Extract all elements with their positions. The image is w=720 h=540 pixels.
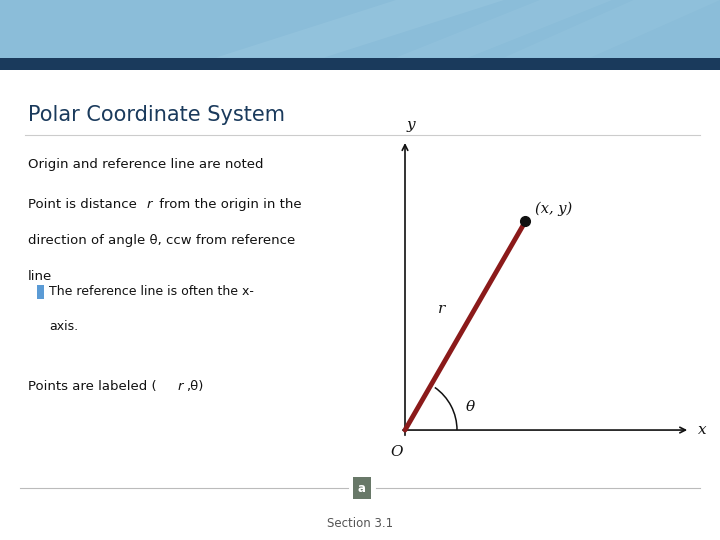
Text: axis.: axis. bbox=[49, 320, 78, 333]
Text: Section 3.1: Section 3.1 bbox=[327, 517, 393, 530]
Text: Point is distance: Point is distance bbox=[28, 198, 141, 211]
Bar bbox=[0, 58, 720, 70]
Text: a: a bbox=[358, 482, 366, 495]
Text: Points are labeled (: Points are labeled ( bbox=[28, 380, 157, 393]
Polygon shape bbox=[504, 0, 720, 58]
Text: ,θ): ,θ) bbox=[186, 380, 203, 393]
Text: line: line bbox=[28, 270, 53, 283]
Text: O: O bbox=[391, 445, 403, 459]
Bar bbox=[37, 285, 44, 299]
Text: r: r bbox=[438, 302, 446, 316]
Text: y: y bbox=[407, 118, 415, 132]
Bar bbox=[0, 0, 720, 58]
Text: r: r bbox=[146, 198, 152, 211]
Polygon shape bbox=[396, 0, 612, 58]
Text: Polar Coordinate System: Polar Coordinate System bbox=[28, 105, 285, 125]
Polygon shape bbox=[216, 0, 504, 58]
Text: θ: θ bbox=[465, 400, 474, 414]
Text: from the origin in the: from the origin in the bbox=[155, 198, 302, 211]
Text: x: x bbox=[698, 423, 706, 437]
Text: r: r bbox=[178, 380, 184, 393]
Text: (x, y): (x, y) bbox=[536, 202, 572, 216]
Text: Origin and reference line are noted: Origin and reference line are noted bbox=[28, 158, 264, 171]
Bar bbox=[353, 477, 371, 499]
Text: direction of angle θ, ccw from reference: direction of angle θ, ccw from reference bbox=[28, 234, 295, 247]
Text: The reference line is often the x-: The reference line is often the x- bbox=[49, 285, 254, 298]
